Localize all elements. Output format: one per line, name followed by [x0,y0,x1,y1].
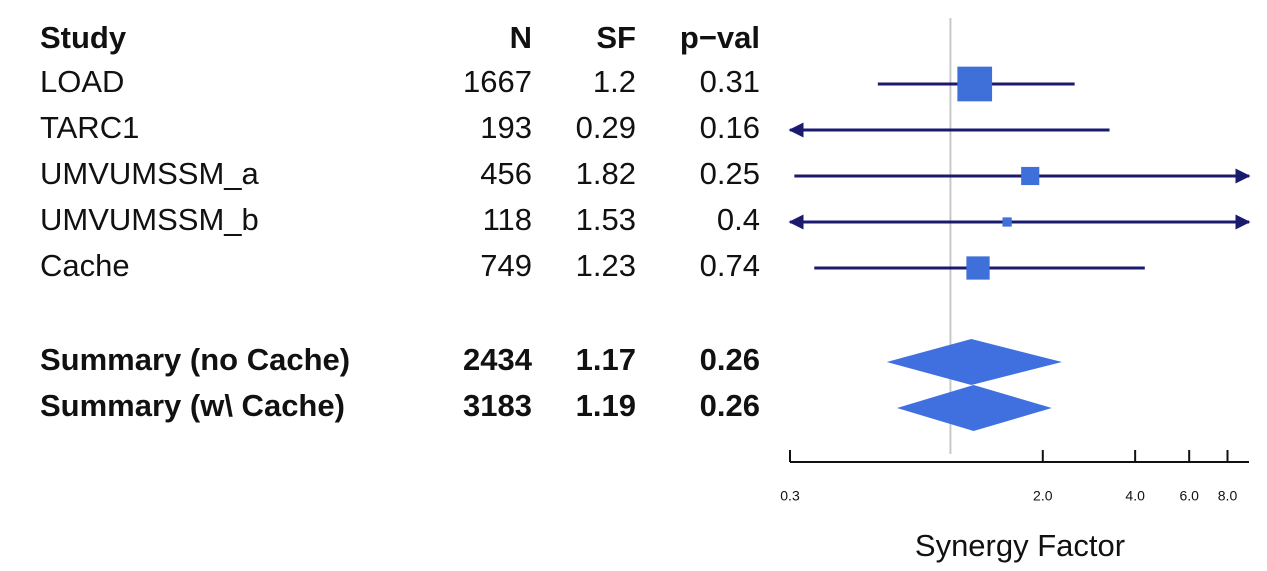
study-name: Summary (no Cache) [40,342,350,377]
p-value: 0.31 [700,64,760,99]
sf-value: 1.23 [576,248,636,283]
x-tick-label: 8.0 [1218,488,1238,504]
x-tick-label: 4.0 [1125,488,1145,504]
n-value: 193 [480,110,532,145]
point-estimate [1021,166,1040,186]
n-value: 749 [480,248,532,283]
study-name: Cache [40,248,130,283]
x-tick-label: 0.3 [780,488,800,504]
p-value: 0.74 [700,248,760,283]
x-tick-label: 6.0 [1179,488,1199,504]
n-value: 118 [483,202,532,237]
header-n: N [510,20,532,55]
study-name: Summary (w\ Cache) [40,388,345,423]
study-name: UMVUMSSM_a [40,156,260,191]
x-tick-label: 2.0 [1033,488,1053,504]
n-value: 1667 [463,64,532,99]
n-value: 3183 [463,388,532,423]
p-value: 0.25 [700,156,760,191]
sf-value: 1.2 [593,64,636,99]
p-value: 0.26 [700,342,760,377]
p-value: 0.16 [700,110,760,145]
header-sf: SF [596,20,636,55]
sf-value: 1.19 [576,388,636,423]
n-value: 456 [480,156,532,191]
x-axis-label: Synergy Factor [915,528,1125,563]
summary-diamond [886,339,1062,385]
header-p: p−val [680,20,760,55]
point-estimate [966,256,990,280]
sf-value: 1.17 [576,342,636,377]
sf-value: 1.53 [576,202,636,237]
point-estimate [957,66,993,102]
header-study: Study [40,20,127,55]
study-name: LOAD [40,64,124,99]
study-name: UMVUMSSM_b [40,202,259,237]
sf-value: 1.82 [576,156,636,191]
n-value: 2434 [463,342,533,377]
point-estimate [1002,217,1012,227]
p-value: 0.26 [700,388,760,423]
summary-diamond [897,385,1052,431]
sf-value: 0.29 [576,110,636,145]
p-value: 0.4 [717,202,760,237]
study-name: TARC1 [40,110,139,145]
